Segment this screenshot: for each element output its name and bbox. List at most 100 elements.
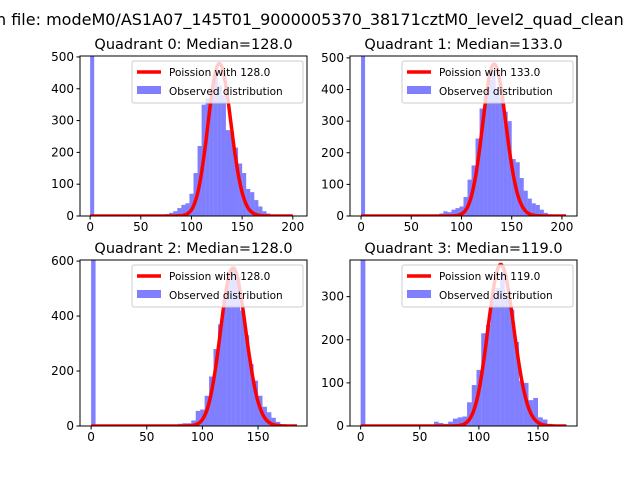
histogram-bar <box>213 74 218 216</box>
figure-suptitle: n file: modeM0/AS1A07_145T01_9000005370_… <box>0 10 624 29</box>
legend-label-observed: Observed distribution <box>169 290 283 302</box>
x-tick-label: 100 <box>180 220 203 234</box>
histogram-bar <box>499 97 504 216</box>
histogram-bar <box>523 190 528 216</box>
y-tick-label: 600 <box>51 254 74 268</box>
histogram-bar <box>490 296 496 426</box>
legend-label-observed: Observed distribution <box>439 86 553 98</box>
histogram-bar <box>495 288 501 426</box>
histogram-bar <box>485 324 491 426</box>
histogram-bar <box>177 208 182 216</box>
subplot-quadrant-2: 0 50 100 150 0 200 400 600 Quadrant 2: Median=12… <box>51 241 308 444</box>
y-tick-label: 100 <box>51 177 74 191</box>
histogram-bar <box>222 299 227 426</box>
y-tick-label: 500 <box>51 50 74 64</box>
histogram-bar <box>447 212 452 216</box>
histogram-bar <box>271 417 276 426</box>
histogram-bar <box>253 380 259 426</box>
subplot-title: Quadrant 1: Median=133.0 <box>364 37 562 53</box>
histogram-bar <box>475 138 480 216</box>
legend-label-poisson: Poission with 128.0 <box>169 271 270 283</box>
poisson-curve <box>360 62 567 216</box>
x-tick-label: 100 <box>450 220 473 234</box>
histogram-bar <box>262 211 267 216</box>
histogram-bar <box>213 349 218 426</box>
x-tick-label: 150 <box>231 220 254 234</box>
histogram-bar <box>185 203 190 216</box>
y-tick-label: 300 <box>321 114 344 128</box>
histogram-bar <box>491 70 496 216</box>
legend-patch-icon <box>407 290 431 298</box>
x-tick-label: 0 <box>357 220 365 234</box>
y-tick-label: 300 <box>321 290 344 304</box>
legend-patch-icon <box>407 86 431 94</box>
histogram-bar <box>509 309 515 426</box>
legend-box <box>131 60 304 104</box>
histogram-bar <box>519 178 524 216</box>
histogram-bar <box>481 333 486 426</box>
histogram-bar <box>511 159 516 216</box>
histogram-bar <box>542 419 548 426</box>
x-tick-label: 50 <box>133 220 148 234</box>
legend-label-poisson: Poission with 133.0 <box>439 67 540 79</box>
x-tick-label: 200 <box>550 220 573 234</box>
histogram-bar <box>229 131 235 216</box>
histogram-bar <box>452 418 458 426</box>
subplot-title: Quadrant 0: Median=128.0 <box>94 37 292 53</box>
poisson-curve <box>89 61 294 216</box>
histogram-bar <box>483 95 488 216</box>
histogram-bar <box>217 324 223 426</box>
poisson-curve <box>360 262 567 426</box>
y-tick-label: 400 <box>51 82 74 96</box>
y-tick-label: 0 <box>66 209 74 223</box>
legend-patch-icon <box>137 86 161 94</box>
x-tick-label: 200 <box>281 220 304 234</box>
y-tick-label: 200 <box>321 146 344 160</box>
legend-label-observed: Observed distribution <box>169 86 283 98</box>
x-tick-label: 150 <box>247 430 270 444</box>
x-tick-label: 100 <box>467 430 490 444</box>
plot-area <box>360 56 567 216</box>
histogram-bar <box>500 272 505 426</box>
y-tick-label: 400 <box>321 83 344 97</box>
histogram-bar <box>189 193 194 216</box>
y-tick-label: 300 <box>51 114 74 128</box>
histogram-bar <box>226 277 232 426</box>
histogram-bar <box>448 421 453 426</box>
subplot-quadrant-0: 0 50 100 150 200 0 100 200 300 400 500 Quadrant 0: … <box>51 37 308 234</box>
histogram-bar <box>221 95 226 216</box>
histogram-bar-zero <box>90 56 95 216</box>
histogram-bar <box>537 417 543 426</box>
histogram-bar <box>173 211 178 216</box>
histogram-bar-zero <box>91 260 96 426</box>
subplot-quadrant-1: 0 50 100 150 200 0 100 200 300 400 500 Quadrant 1: … <box>321 37 578 234</box>
legend-box <box>131 264 304 308</box>
histogram-bar <box>533 397 538 426</box>
histogram-bar <box>519 380 524 426</box>
legend: Poission with 133.0 Observed distribution <box>401 60 574 104</box>
histogram-bar <box>479 108 484 216</box>
x-tick-label: 50 <box>404 220 419 234</box>
poisson-curve <box>90 266 298 426</box>
axes-frame <box>349 259 578 427</box>
x-tick-label: 0 <box>357 430 365 444</box>
x-tick-label: 150 <box>500 220 523 234</box>
histogram-bar <box>205 98 210 216</box>
histogram-bar <box>195 410 201 426</box>
y-tick-label: 200 <box>321 333 344 347</box>
subplot-quadrant-3: 0 50 100 150 0 100 200 300 Quadrant 3: Median=11… <box>321 241 578 444</box>
subplot-title: Quadrant 3: Median=119.0 <box>364 241 562 257</box>
histogram-bar <box>225 130 230 216</box>
y-tick-label: 0 <box>336 419 344 433</box>
x-tick-label: 50 <box>139 430 154 444</box>
axes-frame <box>349 55 578 217</box>
plot-area <box>360 260 567 426</box>
y-tick-label: 100 <box>321 177 344 191</box>
histogram-bar <box>235 277 241 426</box>
x-tick-label: 50 <box>412 430 427 444</box>
x-tick-label: 150 <box>527 430 550 444</box>
histogram-bar <box>451 209 456 216</box>
histogram-bar <box>209 376 214 426</box>
histogram-bar <box>217 85 222 216</box>
histogram-bar-zero <box>360 260 366 426</box>
